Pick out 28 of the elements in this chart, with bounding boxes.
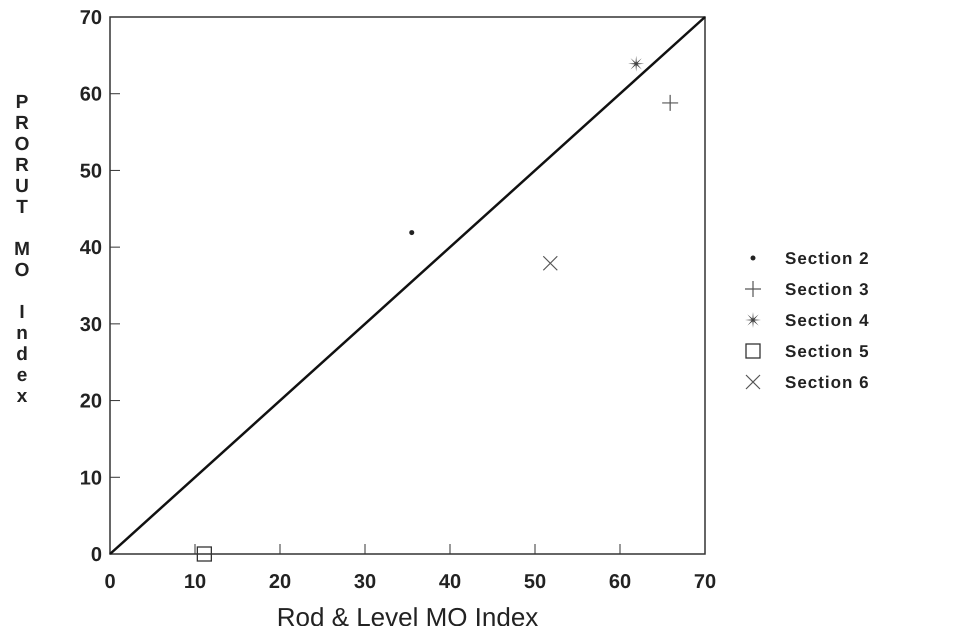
x-tick-label: 70 xyxy=(694,571,716,593)
x-tick-label: 60 xyxy=(608,571,632,593)
y-tick-label: 40 xyxy=(80,237,102,260)
y-tick-label: 50 xyxy=(80,160,102,182)
legend-label: Section 2 xyxy=(785,248,870,268)
x-tick-label: 50 xyxy=(524,571,546,593)
legend-label: Section 5 xyxy=(785,342,870,361)
x-tick-label: 30 xyxy=(354,571,376,593)
x-tick-label: 0 xyxy=(104,571,116,593)
y-tick-label: 10 xyxy=(80,467,102,490)
x-axis-title: Rod & Level MO Index xyxy=(276,602,538,632)
text: PRORUT MO Index xyxy=(14,92,30,407)
point xyxy=(628,56,644,72)
point xyxy=(196,546,212,562)
y-tick-label: 0 xyxy=(90,544,102,566)
point xyxy=(409,230,414,236)
legend-label: Section 6 xyxy=(785,372,870,392)
x-tick-label: 10 xyxy=(184,571,206,593)
x-tick-label: 40 xyxy=(438,571,462,593)
y-tick-label: 70 xyxy=(80,7,102,29)
point xyxy=(662,94,679,112)
point xyxy=(542,256,558,271)
x-tick-label: 20 xyxy=(268,571,292,593)
y-tick-label: 30 xyxy=(80,314,102,336)
y-tick-label: 20 xyxy=(80,390,102,413)
legend-label: Section 4 xyxy=(785,310,870,330)
y-tick-label: 60 xyxy=(80,84,102,106)
legend-label: Section 3 xyxy=(785,280,870,299)
